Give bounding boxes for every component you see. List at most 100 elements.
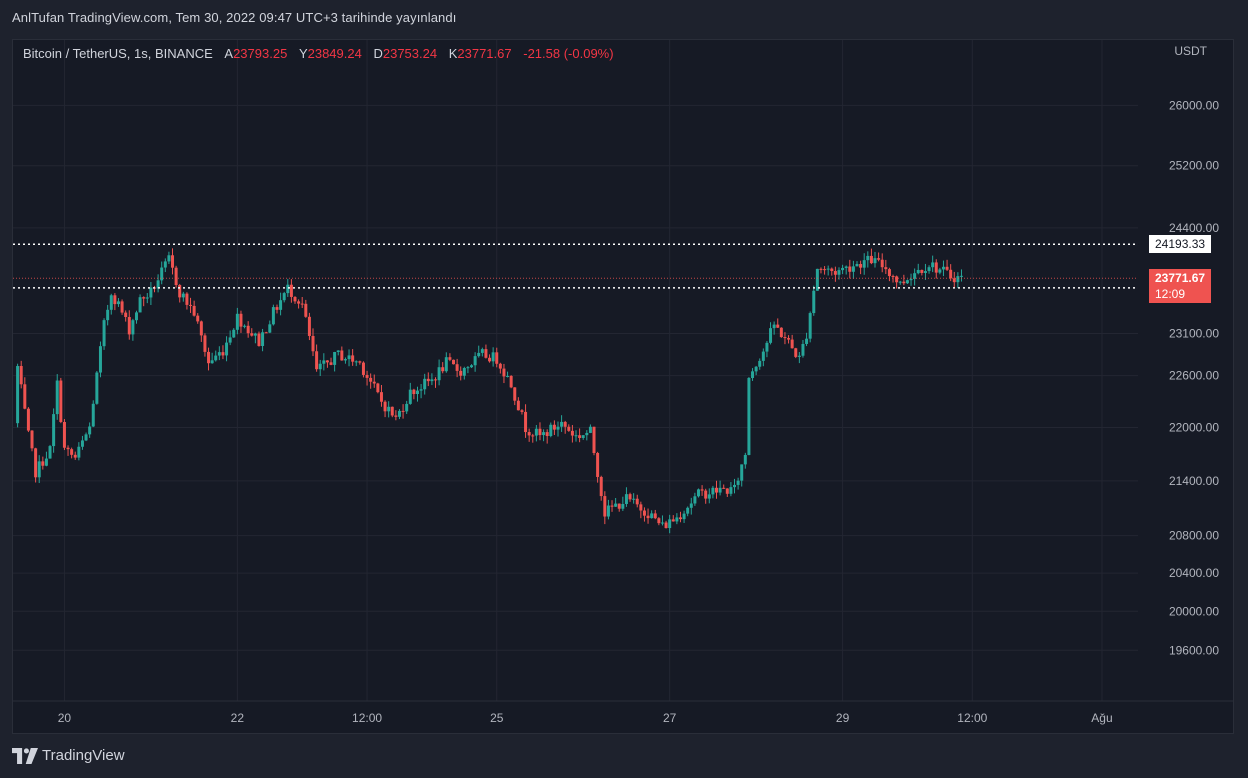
- candle-body: [877, 258, 881, 260]
- candle-body: [761, 351, 765, 361]
- candle-body: [239, 313, 243, 327]
- candle-body: [534, 428, 538, 436]
- candle-body: [916, 269, 920, 274]
- low-label: D: [373, 46, 383, 61]
- y-tick-label: 23100.00: [1169, 326, 1219, 340]
- candle-body: [484, 349, 488, 358]
- candle-body: [797, 355, 801, 357]
- candlestick-chart[interactable]: 26000.00 25200.00 24400.00 23100.00 22600.00…: [13, 40, 1233, 733]
- candle-body: [98, 346, 102, 373]
- candle-body: [347, 355, 351, 360]
- candle-body: [365, 374, 369, 378]
- candle-body: [560, 421, 564, 427]
- candle-body: [776, 324, 780, 328]
- symbol-name[interactable]: Bitcoin / TetherUS, 1s, BINANCE: [23, 46, 213, 61]
- candle-body: [671, 519, 675, 522]
- candle-body: [448, 357, 452, 360]
- candle-body: [307, 316, 311, 336]
- candle-body: [444, 357, 448, 372]
- candle-body: [473, 356, 477, 366]
- candle-body: [466, 367, 470, 369]
- candle-body: [581, 435, 585, 438]
- candle-body: [639, 504, 643, 511]
- x-tick-label: 12:00: [957, 711, 987, 725]
- y-tick-label: 20000.00: [1169, 604, 1219, 618]
- candle-body: [397, 410, 401, 417]
- candle-body: [246, 325, 250, 334]
- candle-body: [228, 337, 232, 343]
- x-tick-label: 22: [231, 711, 245, 725]
- footer-brand[interactable]: TradingView: [12, 747, 125, 764]
- candle-body: [113, 295, 117, 305]
- candle-body: [106, 309, 110, 321]
- candle-body: [498, 363, 502, 369]
- candle-body: [725, 488, 729, 494]
- candle-body: [142, 297, 146, 299]
- candle-body: [844, 266, 848, 268]
- candle-body: [693, 496, 697, 504]
- candle-body: [812, 290, 816, 314]
- candle-body: [131, 320, 135, 335]
- candle-body: [520, 410, 524, 412]
- candle-body: [304, 303, 308, 317]
- candle-body: [895, 276, 899, 283]
- candle-body: [41, 461, 45, 466]
- candle-body: [203, 335, 207, 352]
- candle-body: [387, 406, 391, 412]
- candle-body: [596, 452, 600, 477]
- candle-body: [740, 464, 744, 481]
- currency-label[interactable]: USDT: [1174, 44, 1207, 58]
- y-tick-label: 25200.00: [1169, 159, 1219, 173]
- candle-body: [210, 360, 214, 364]
- candle-body: [243, 325, 247, 327]
- candle-body: [30, 430, 34, 449]
- candle-body: [207, 351, 211, 364]
- candle-body: [214, 355, 218, 361]
- candle-body: [279, 300, 283, 310]
- candle-body: [848, 266, 852, 272]
- candle-body: [199, 321, 203, 336]
- candle-body: [682, 513, 686, 520]
- candle-body: [470, 365, 474, 368]
- candle-body: [668, 519, 672, 529]
- candle-body: [909, 278, 913, 281]
- candle-body: [887, 269, 891, 277]
- candle-body: [109, 295, 113, 310]
- candle-body: [383, 401, 387, 412]
- candle-body: [603, 496, 607, 517]
- candle-body: [66, 447, 70, 450]
- candle-body: [830, 268, 834, 272]
- candle-body: [556, 426, 560, 430]
- candle-body: [134, 312, 138, 321]
- candle-body: [902, 281, 906, 284]
- x-tick-label: 20: [58, 711, 72, 725]
- x-tick-label: 25: [490, 711, 504, 725]
- candle-body: [689, 503, 693, 508]
- candle-body: [415, 390, 419, 395]
- candle-body: [405, 403, 409, 412]
- candle-body: [941, 266, 945, 270]
- candle-body: [614, 503, 618, 507]
- candle-body: [455, 364, 459, 371]
- candle-body: [660, 522, 664, 524]
- last-price-tag[interactable]: 23771.67 12:09: [1149, 269, 1212, 304]
- candle-body: [91, 403, 95, 427]
- candle-body: [390, 406, 394, 416]
- candles: [16, 248, 963, 534]
- chart-area[interactable]: 26000.00 25200.00 24400.00 23100.00 22600.00…: [12, 39, 1234, 734]
- last-price-value: 23771.67: [1155, 271, 1206, 286]
- candle-body: [502, 368, 506, 377]
- candle-body: [628, 494, 632, 500]
- candle-body: [747, 378, 751, 455]
- candle-body: [934, 262, 938, 273]
- candle-body: [174, 267, 178, 286]
- candle-body: [617, 503, 621, 509]
- level-price-tag[interactable]: 24193.33: [1149, 235, 1212, 254]
- candle-body: [642, 510, 646, 516]
- candle-body: [722, 487, 726, 489]
- publisher-line: AnlTufan TradingView.com, Tem 30, 2022 0…: [12, 10, 457, 25]
- candle-body: [264, 332, 268, 334]
- candle-body: [956, 276, 960, 283]
- candle-body: [156, 280, 160, 289]
- candle-body: [351, 355, 355, 362]
